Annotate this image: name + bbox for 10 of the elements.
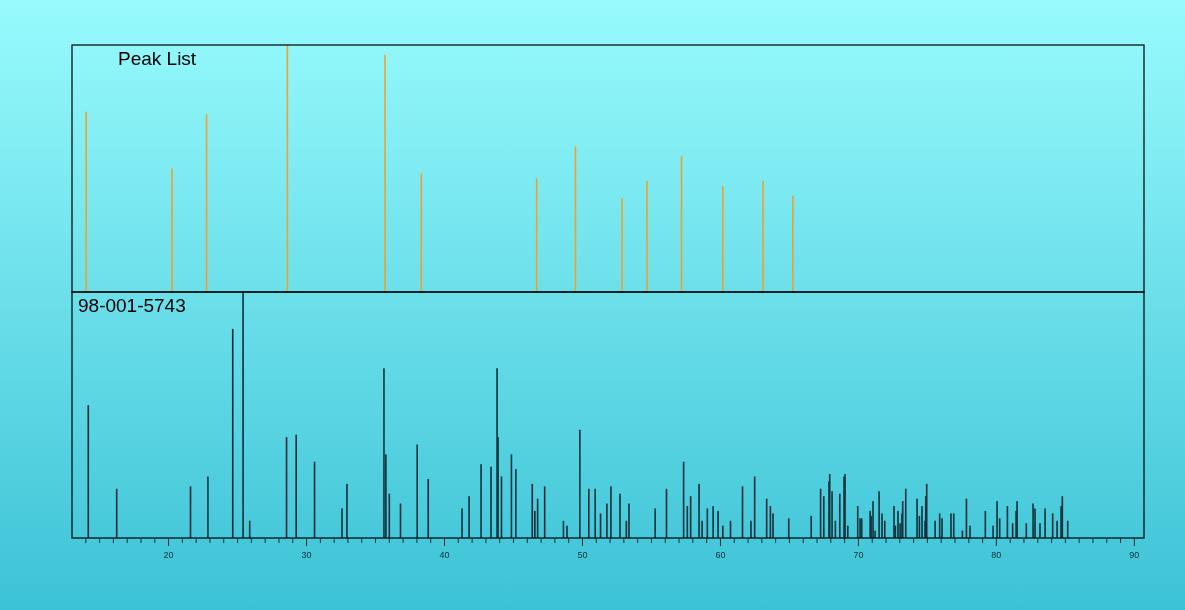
x-tick-label: 90 [1129,550,1140,560]
x-tick-label: 30 [301,550,312,560]
chart-title: Peak List [118,48,197,69]
x-tick-label: 70 [853,550,864,560]
x-tick-label: 40 [439,550,450,560]
x-tick-label: 80 [991,550,1002,560]
x-tick-label: 20 [163,550,174,560]
x-tick-label: 60 [715,550,726,560]
chart-title: 98-001-5743 [78,295,186,316]
x-tick-label: 50 [577,550,588,560]
